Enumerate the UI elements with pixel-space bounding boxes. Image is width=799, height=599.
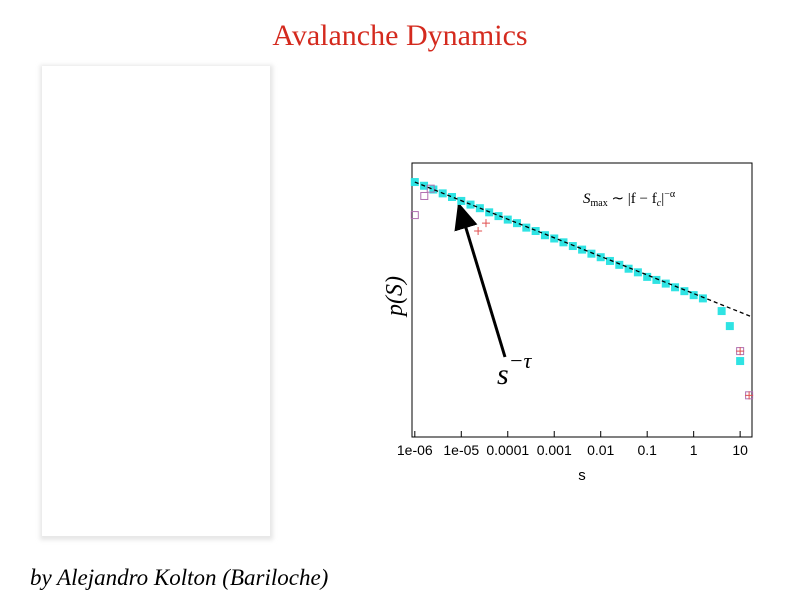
data-point	[643, 272, 652, 281]
data-point	[429, 185, 438, 194]
data-point	[474, 227, 483, 236]
x-tick-label: 1e-05	[443, 442, 479, 458]
data-point	[615, 260, 624, 269]
annotation-part: −τ	[509, 348, 533, 373]
annotation-part: ∼ |f − f	[608, 191, 657, 207]
x-tick-label: 10	[732, 442, 748, 458]
data-point	[512, 219, 521, 228]
data-point	[680, 287, 689, 296]
annotation-part: c	[657, 198, 662, 209]
data-point	[494, 212, 503, 221]
data-point	[689, 291, 698, 300]
data-point	[578, 245, 587, 254]
data-point	[410, 211, 419, 220]
y-axis-label: p(S)	[382, 276, 408, 318]
annotation-part: −α	[664, 189, 676, 200]
data-point	[605, 256, 614, 265]
data-point	[559, 238, 568, 247]
data-point	[420, 191, 429, 200]
x-tick-label: 0.01	[587, 442, 614, 458]
arrow	[454, 202, 507, 358]
x-tick-label: 0.1	[637, 442, 657, 458]
data-point	[698, 294, 707, 303]
annotation-part: max	[591, 198, 608, 209]
data-point	[466, 200, 475, 209]
annotation: Smax ∼ |f − fc|−α	[583, 189, 676, 209]
data-point	[736, 357, 745, 366]
data-point	[725, 322, 734, 331]
plot-frame	[411, 162, 753, 438]
fit-line	[414, 181, 753, 318]
x-tick-label: 0.0001	[486, 442, 529, 458]
annotation-part: s	[497, 358, 509, 391]
data-point	[624, 264, 633, 273]
image-placeholder	[42, 66, 270, 536]
annotation-part: S	[583, 191, 591, 207]
annotation-part: |	[661, 191, 664, 207]
x-ticks: 1e-06 1e-05 0.0001 0.001 0.01 0.1 1 10	[397, 442, 748, 458]
data-point	[661, 279, 670, 288]
data-point	[540, 231, 549, 240]
x-tick-label: 1	[690, 442, 698, 458]
data-point	[652, 275, 661, 284]
data-point	[671, 283, 680, 292]
data-point	[717, 307, 726, 316]
slide-title: Avalanche Dynamics	[272, 19, 527, 52]
data-point	[447, 193, 456, 202]
data-point	[481, 219, 490, 228]
annotation: s−τ	[497, 348, 533, 391]
data-point	[745, 391, 754, 400]
data-point	[426, 184, 435, 193]
data-point	[522, 223, 531, 232]
byline: by Alejandro Kolton (Bariloche)	[30, 565, 328, 590]
data-point	[736, 347, 745, 356]
data-point	[587, 249, 596, 258]
chart: s p(S) 1e-06 1e-05 0.0001 0.001 0.01 0.1 1 10 Sm…	[382, 162, 754, 484]
data-point	[633, 268, 642, 277]
x-tick-label: 1e-06	[397, 442, 433, 458]
data-point	[596, 253, 605, 262]
x-tick-label: 0.001	[537, 442, 572, 458]
data-point	[531, 227, 540, 236]
data-point	[568, 242, 577, 251]
x-axis-label: s	[578, 467, 586, 484]
